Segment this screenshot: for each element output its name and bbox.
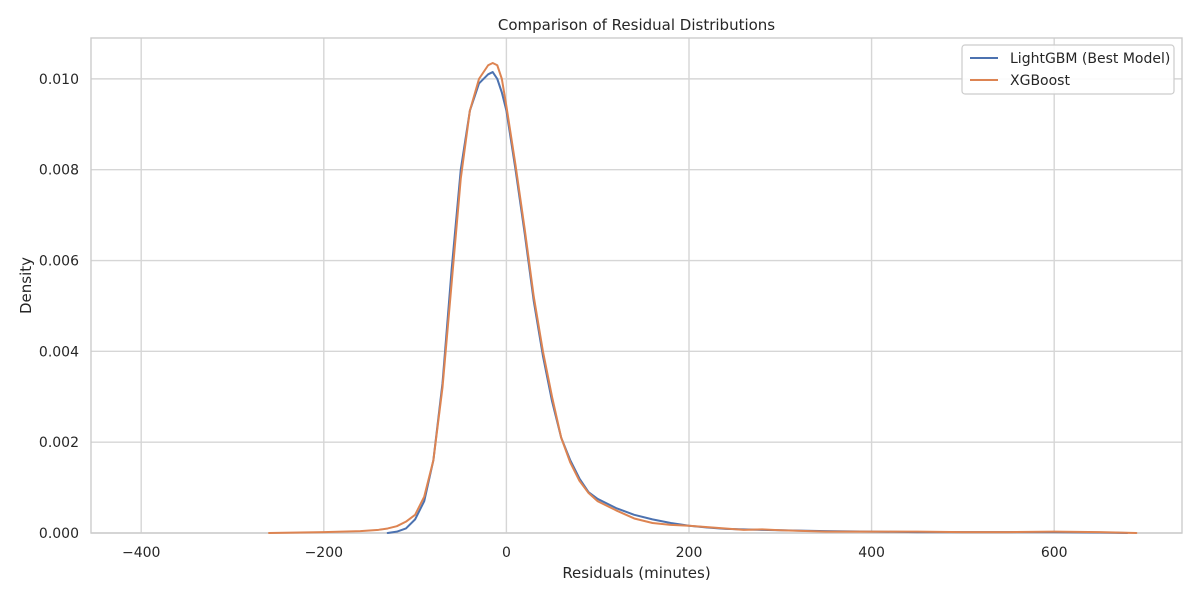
- legend-label-0: LightGBM (Best Model): [1010, 51, 1170, 67]
- chart-title: Comparison of Residual Distributions: [498, 16, 775, 34]
- y-tick-label: 0.004: [39, 344, 79, 360]
- y-tick-label: 0.000: [39, 526, 79, 542]
- x-axis-label: Residuals (minutes): [562, 564, 710, 582]
- x-tick-label: −400: [122, 545, 160, 561]
- y-tick-label: 0.008: [39, 163, 79, 179]
- x-tick-label: −200: [305, 545, 343, 561]
- series-line-1: [268, 61, 1138, 534]
- y-tick-label: 0.010: [39, 72, 79, 88]
- y-axis-label: Density: [17, 257, 35, 314]
- y-tick-label: 0.002: [39, 435, 79, 451]
- x-tick-label: 200: [676, 545, 703, 561]
- y-tick-label: 0.006: [39, 254, 79, 270]
- plot-frame: [90, 37, 1183, 534]
- plot-area: [91, 38, 1182, 533]
- x-tick-label: 0: [502, 545, 511, 561]
- legend-label-1: XGBoost: [1010, 73, 1070, 89]
- x-tick-label: 400: [858, 545, 885, 561]
- legend-box: [961, 44, 1175, 95]
- x-tick-label: 600: [1041, 545, 1068, 561]
